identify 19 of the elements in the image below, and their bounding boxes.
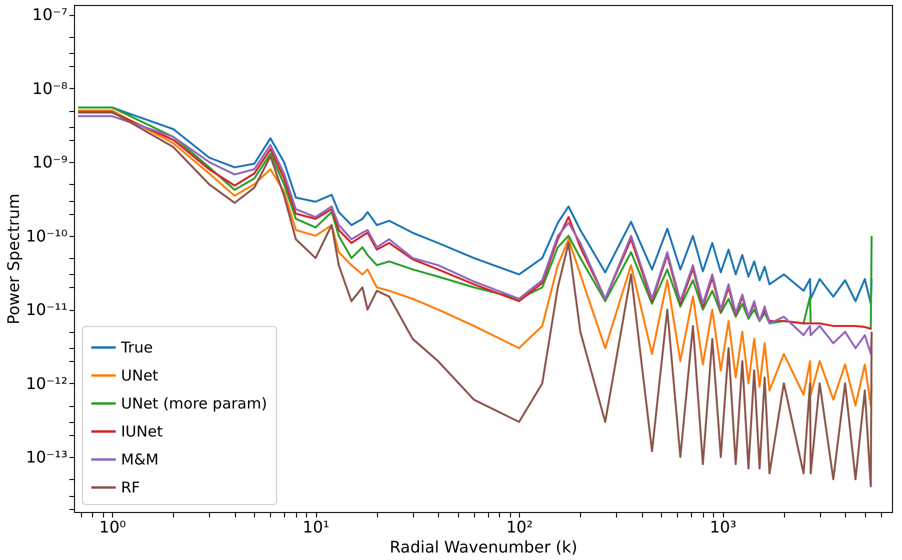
y-tick-label: 10⁻¹⁰ (26, 226, 68, 246)
y-tick-label: 10⁻⁷ (32, 5, 68, 24)
y-tick-label: 10⁻⁸ (32, 78, 68, 98)
x-tick-label: 10⁰ (99, 518, 126, 536)
legend-label: IUNet (121, 422, 163, 440)
y-tick-label: 10⁻¹¹ (26, 300, 68, 320)
y-axis-title: Power Spectrum (4, 194, 23, 324)
legend-label: M&M (121, 450, 159, 468)
x-tick-label: 10² (506, 518, 533, 536)
legend-label: UNet (more param) (121, 394, 268, 412)
x-tick-label: 10¹ (302, 518, 330, 536)
y-tick-label: 10⁻¹³ (26, 448, 68, 467)
legend-label: UNet (121, 366, 158, 384)
legend-label: RF (121, 478, 140, 496)
y-tick-label: 10⁻¹² (26, 374, 68, 393)
x-axis-title: Radial Wavenumber (k) (390, 538, 578, 556)
y-tick-label: 10⁻⁹ (32, 152, 68, 172)
x-tick-label: 10³ (710, 518, 736, 536)
legend-label: True (120, 338, 153, 356)
